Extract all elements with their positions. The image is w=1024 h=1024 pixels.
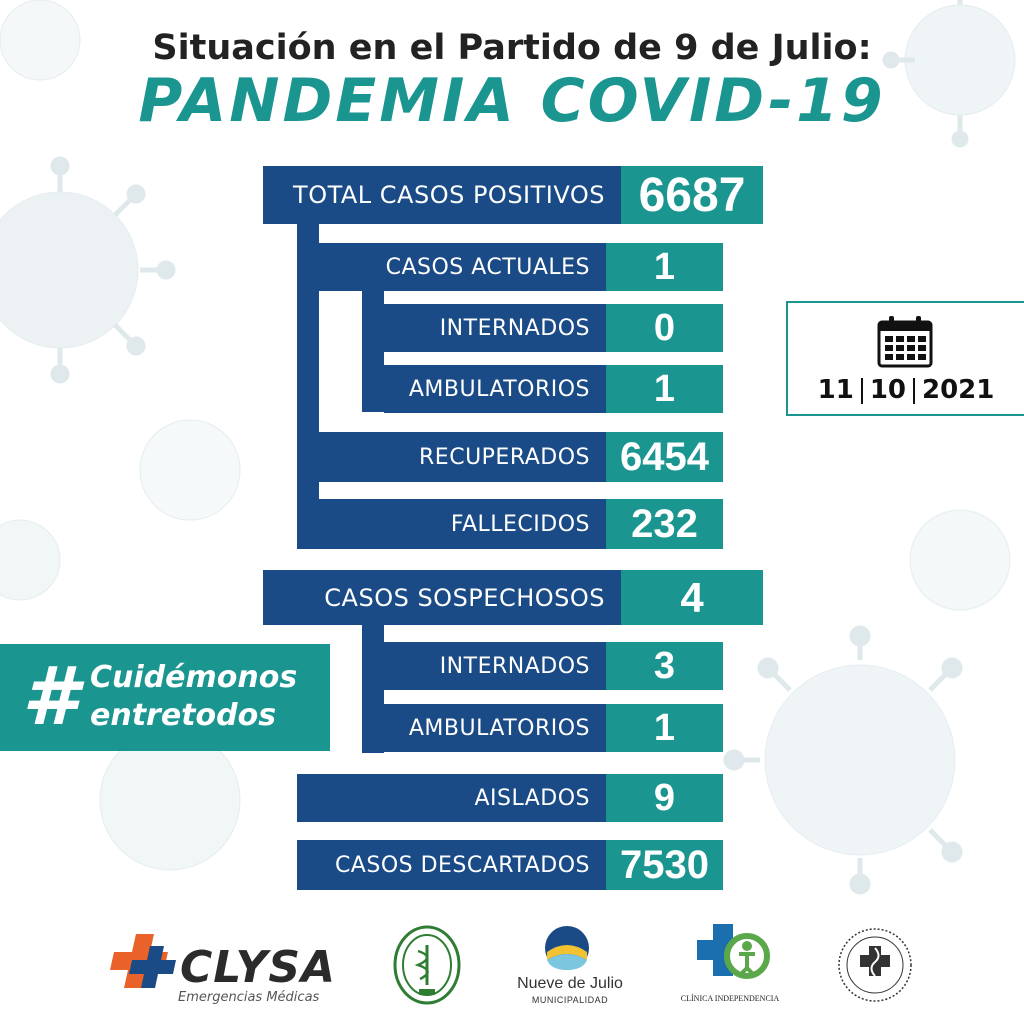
stat-row-casos-sospechosos: CASOS SOSPECHOSOS 4 [263, 570, 763, 625]
stat-row-internados-sospechosos: INTERNADOS 3 [384, 642, 723, 690]
medical-round-seal-logo [838, 928, 912, 1002]
medical-circle-seal-logo [393, 925, 461, 1005]
tree-connector-main [297, 212, 319, 549]
stat-row-casos-descartados: CASOS DESCARTADOS 7530 [297, 840, 723, 890]
stat-value: 232 [606, 499, 723, 549]
stat-label: CASOS DESCARTADOS [297, 840, 606, 890]
clysa-cross-logo [110, 934, 176, 988]
calendar-icon [877, 316, 933, 368]
stat-label: CASOS SOSPECHOSOS [263, 570, 621, 625]
header-subtitle: Situación en el Partido de 9 de Julio: [152, 28, 872, 68]
stat-label: INTERNADOS [384, 642, 606, 690]
stat-label: INTERNADOS [384, 304, 606, 352]
hashtag-line2: entretodos [90, 698, 277, 733]
clinica-independencia-logo [697, 924, 770, 979]
tree-connector-sospechosos [362, 616, 384, 753]
date-month: 10 [869, 375, 906, 405]
clysa-logo-subtitle: Emergencias Médicas [178, 990, 320, 1005]
date-box: 11 10 2021 [786, 301, 1024, 416]
date-text: 11 10 2021 [788, 375, 1024, 405]
stat-label: CASOS ACTUALES [319, 243, 606, 291]
date-separator [860, 377, 863, 404]
stat-row-aislados: AISLADOS 9 [297, 774, 723, 822]
stat-value: 1 [606, 704, 723, 752]
stat-row-recuperados: RECUPERADOS 6454 [319, 432, 723, 482]
stat-value: 1 [606, 243, 723, 291]
stat-row-casos-actuales: CASOS ACTUALES 1 [319, 243, 723, 291]
stat-value: 3 [606, 642, 723, 690]
nueve-de-julio-logo-text: Nueve de Julio [517, 975, 623, 992]
stat-value: 9 [606, 774, 723, 822]
stat-value: 6687 [621, 166, 763, 224]
stat-label: RECUPERADOS [319, 432, 606, 482]
stat-label: FALLECIDOS [319, 499, 606, 549]
stat-row-ambulatorios-sospechosos: AMBULATORIOS 1 [384, 704, 723, 752]
nueve-de-julio-logo-subtitle: MUNICIPALIDAD [531, 995, 609, 1005]
hashtag-symbol: # [22, 650, 78, 743]
stat-value: 7530 [606, 840, 723, 890]
date-year: 2021 [922, 375, 995, 405]
hashtag-banner: # Cuidémonos entretodos [0, 644, 330, 751]
hashtag-line1: Cuidémonos [90, 660, 298, 695]
stat-value: 6454 [606, 432, 723, 482]
stat-row-fallecidos: FALLECIDOS 232 [319, 499, 723, 549]
nueve-de-julio-logo [545, 926, 589, 970]
stat-row-internados-actuales: INTERNADOS 0 [384, 304, 723, 352]
stat-row-ambulatorios-actuales: AMBULATORIOS 1 [384, 365, 723, 413]
tree-connector-actuales [362, 290, 384, 412]
stat-label: AMBULATORIOS [384, 704, 606, 752]
date-day: 11 [817, 375, 854, 405]
stat-label: TOTAL CASOS POSITIVOS [263, 166, 621, 224]
date-separator [913, 377, 915, 404]
stat-label: AISLADOS [297, 774, 606, 822]
stat-value: 1 [606, 365, 723, 413]
clinica-independencia-logo-text: CLÍNICA INDEPENDENCIA [680, 994, 780, 1003]
stat-row-total-positivos: TOTAL CASOS POSITIVOS 6687 [263, 166, 763, 224]
stat-value: 0 [606, 304, 723, 352]
stat-value: 4 [621, 570, 763, 625]
stat-label: AMBULATORIOS [384, 365, 606, 413]
clysa-logo-text: CLYSA [180, 942, 337, 993]
page-title: PANDEMIA COVID-19 [138, 66, 886, 136]
